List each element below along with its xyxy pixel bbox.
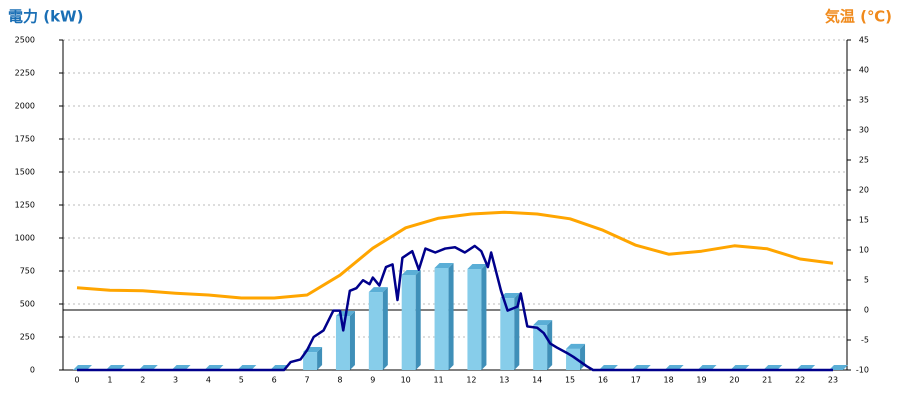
y-tick-label: 750 — [20, 267, 35, 276]
bar-side — [382, 287, 388, 370]
x-tick-label: 4 — [206, 376, 211, 385]
bar-side — [481, 264, 487, 370]
y-tick-label: 1500 — [15, 168, 35, 177]
x-tick-label: 23 — [828, 376, 838, 385]
y2-tick-label: 30 — [859, 126, 869, 135]
bar-side — [514, 293, 520, 370]
bar-top — [566, 343, 586, 349]
y2-tick-label: 10 — [859, 246, 869, 255]
y2-tick-label: 5 — [864, 276, 869, 285]
x-tick-label: 7 — [305, 376, 310, 385]
bar-top — [401, 269, 421, 275]
bar-top — [368, 287, 388, 293]
bar — [335, 316, 350, 370]
x-tick-label: 22 — [795, 376, 805, 385]
x-tick-label: 21 — [762, 376, 772, 385]
x-tick-label: 14 — [532, 376, 542, 385]
y2-tick-label: 35 — [859, 96, 869, 105]
x-tick-label: 17 — [631, 376, 641, 385]
x-tick-label: 9 — [370, 376, 375, 385]
y-axis-title: 電力 (kW) — [8, 8, 83, 26]
bar-side — [317, 347, 323, 370]
y-tick-label: 0 — [30, 366, 35, 375]
bar — [500, 298, 515, 370]
x-tick-label: 6 — [272, 376, 277, 385]
line — [77, 244, 833, 372]
bar-top — [533, 320, 553, 326]
y-tick-label: 1250 — [15, 201, 35, 210]
y-tick-label: 1750 — [15, 135, 35, 144]
y2-tick-label: -5 — [861, 336, 869, 345]
bar-top — [467, 264, 487, 270]
bar-side — [415, 269, 421, 370]
bar-side — [349, 311, 355, 370]
y2-axis-title: 気温 (℃) — [825, 8, 892, 26]
bar — [401, 274, 416, 370]
bar-top — [500, 293, 520, 299]
bar — [434, 267, 449, 370]
y2-tick-label: -10 — [856, 366, 869, 375]
x-tick-label: 3 — [173, 376, 178, 385]
y2-tick-label: 0 — [864, 306, 869, 315]
x-tick-label: 20 — [729, 376, 739, 385]
x-tick-label: 0 — [74, 376, 79, 385]
bar-side — [547, 320, 553, 370]
bar-side — [448, 262, 454, 370]
line — [76, 210, 834, 300]
y-tick-label: 2000 — [15, 102, 35, 111]
bar — [533, 325, 548, 370]
y-tick-label: 500 — [20, 300, 35, 309]
x-tick-label: 10 — [401, 376, 411, 385]
x-tick-label: 1 — [107, 376, 112, 385]
bar — [303, 352, 318, 370]
x-tick-label: 11 — [433, 376, 443, 385]
y2-tick-label: 40 — [859, 66, 869, 75]
x-tick-label: 19 — [696, 376, 706, 385]
x-tick-label: 16 — [598, 376, 608, 385]
x-tick-label: 18 — [664, 376, 674, 385]
y-tick-label: 250 — [20, 333, 35, 342]
x-tick-label: 15 — [565, 376, 575, 385]
x-tick-label: 5 — [239, 376, 244, 385]
x-tick-label: 8 — [337, 376, 342, 385]
bar-top — [434, 262, 454, 268]
bar-top — [829, 365, 848, 370]
y2-tick-label: 20 — [859, 186, 869, 195]
y-tick-label: 2250 — [15, 69, 35, 78]
x-tick-label: 2 — [140, 376, 145, 385]
x-tick-label: 12 — [466, 376, 476, 385]
y2-tick-label: 15 — [859, 216, 869, 225]
y-tick-label: 2500 — [15, 36, 35, 45]
y2-tick-label: 25 — [859, 156, 869, 165]
x-tick-label: 13 — [499, 376, 509, 385]
y2-tick-label: 45 — [859, 36, 869, 45]
bar — [467, 269, 482, 370]
y-tick-label: 1000 — [15, 234, 35, 243]
bar — [368, 292, 383, 370]
